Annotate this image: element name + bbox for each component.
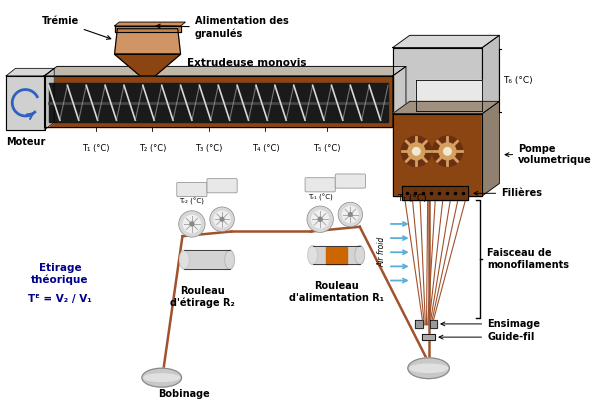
Text: Guide-fil: Guide-fil bbox=[439, 332, 534, 342]
Circle shape bbox=[307, 206, 334, 233]
Polygon shape bbox=[313, 246, 360, 264]
Polygon shape bbox=[326, 247, 347, 263]
Text: Alimentation des
granulés: Alimentation des granulés bbox=[156, 17, 288, 39]
Circle shape bbox=[343, 206, 358, 223]
Ellipse shape bbox=[142, 368, 182, 387]
Ellipse shape bbox=[410, 364, 448, 373]
Circle shape bbox=[210, 207, 234, 232]
Circle shape bbox=[349, 213, 352, 216]
Text: T₄ (°C): T₄ (°C) bbox=[252, 144, 279, 153]
Ellipse shape bbox=[180, 252, 188, 268]
Polygon shape bbox=[115, 54, 180, 76]
Polygon shape bbox=[415, 320, 423, 328]
Text: T₇ (°C): T₇ (°C) bbox=[397, 194, 427, 203]
Circle shape bbox=[183, 215, 201, 233]
Polygon shape bbox=[393, 36, 499, 47]
Ellipse shape bbox=[308, 246, 317, 264]
Circle shape bbox=[220, 217, 224, 221]
Text: Tᵣ₂ (°C): Tᵣ₂ (°C) bbox=[180, 198, 204, 205]
Circle shape bbox=[412, 147, 420, 155]
Text: T₆ (°C): T₆ (°C) bbox=[503, 76, 532, 85]
Ellipse shape bbox=[144, 374, 180, 382]
Circle shape bbox=[401, 136, 432, 166]
Circle shape bbox=[214, 211, 230, 227]
Text: T₃ (°C): T₃ (°C) bbox=[195, 144, 222, 153]
Text: Pompe
volumetrique: Pompe volumetrique bbox=[505, 144, 592, 166]
Text: Rouleau
d'étirage R₂: Rouleau d'étirage R₂ bbox=[170, 286, 234, 309]
Circle shape bbox=[439, 143, 456, 160]
Polygon shape bbox=[430, 320, 437, 328]
Circle shape bbox=[311, 211, 329, 228]
Polygon shape bbox=[6, 76, 44, 130]
Polygon shape bbox=[185, 250, 230, 269]
Polygon shape bbox=[115, 26, 180, 31]
FancyBboxPatch shape bbox=[177, 183, 207, 197]
Text: T₂ (°C): T₂ (°C) bbox=[139, 144, 166, 153]
Text: Rouleau
d'alimentation R₁: Rouleau d'alimentation R₁ bbox=[288, 282, 383, 303]
Circle shape bbox=[444, 147, 451, 155]
Polygon shape bbox=[483, 36, 499, 114]
FancyBboxPatch shape bbox=[207, 179, 237, 193]
Ellipse shape bbox=[180, 250, 189, 269]
Circle shape bbox=[318, 217, 322, 221]
Ellipse shape bbox=[225, 250, 234, 269]
Text: Tᴱ = V₂ / V₁: Tᴱ = V₂ / V₁ bbox=[28, 294, 92, 304]
Circle shape bbox=[338, 202, 362, 227]
Text: T₅ (°C): T₅ (°C) bbox=[313, 144, 341, 153]
FancyBboxPatch shape bbox=[305, 178, 335, 192]
Polygon shape bbox=[393, 47, 483, 114]
Text: Tᵣ₁ (°C): Tᵣ₁ (°C) bbox=[308, 193, 332, 201]
Text: Trémie: Trémie bbox=[41, 16, 111, 39]
Polygon shape bbox=[393, 66, 406, 127]
Text: Filières: Filières bbox=[474, 188, 542, 198]
Circle shape bbox=[190, 222, 194, 226]
Polygon shape bbox=[393, 114, 483, 196]
Circle shape bbox=[432, 136, 463, 166]
Ellipse shape bbox=[408, 358, 450, 379]
Text: Air froid: Air froid bbox=[377, 237, 386, 267]
Text: T₁ (°C): T₁ (°C) bbox=[82, 144, 109, 153]
Circle shape bbox=[178, 211, 205, 237]
Ellipse shape bbox=[309, 247, 316, 263]
Polygon shape bbox=[115, 29, 180, 54]
Polygon shape bbox=[49, 83, 388, 122]
Circle shape bbox=[408, 143, 425, 160]
Polygon shape bbox=[115, 22, 185, 26]
Ellipse shape bbox=[355, 246, 364, 264]
Polygon shape bbox=[483, 101, 499, 196]
Text: Ensimage: Ensimage bbox=[441, 319, 540, 329]
Polygon shape bbox=[44, 76, 393, 127]
Polygon shape bbox=[6, 68, 54, 76]
Polygon shape bbox=[402, 186, 468, 200]
FancyBboxPatch shape bbox=[335, 174, 365, 188]
Text: Extrudeuse monovis: Extrudeuse monovis bbox=[187, 58, 307, 68]
Polygon shape bbox=[416, 80, 483, 111]
Text: Moteur: Moteur bbox=[6, 137, 45, 147]
Polygon shape bbox=[393, 101, 499, 114]
Ellipse shape bbox=[226, 252, 233, 268]
Text: Bobinage: Bobinage bbox=[159, 389, 210, 399]
Text: Faisceau de
monofilaments: Faisceau de monofilaments bbox=[487, 248, 569, 270]
Text: Etirage
théorique: Etirage théorique bbox=[31, 263, 88, 285]
Polygon shape bbox=[44, 68, 54, 130]
Ellipse shape bbox=[356, 247, 364, 263]
Polygon shape bbox=[44, 66, 406, 76]
Polygon shape bbox=[422, 334, 435, 340]
